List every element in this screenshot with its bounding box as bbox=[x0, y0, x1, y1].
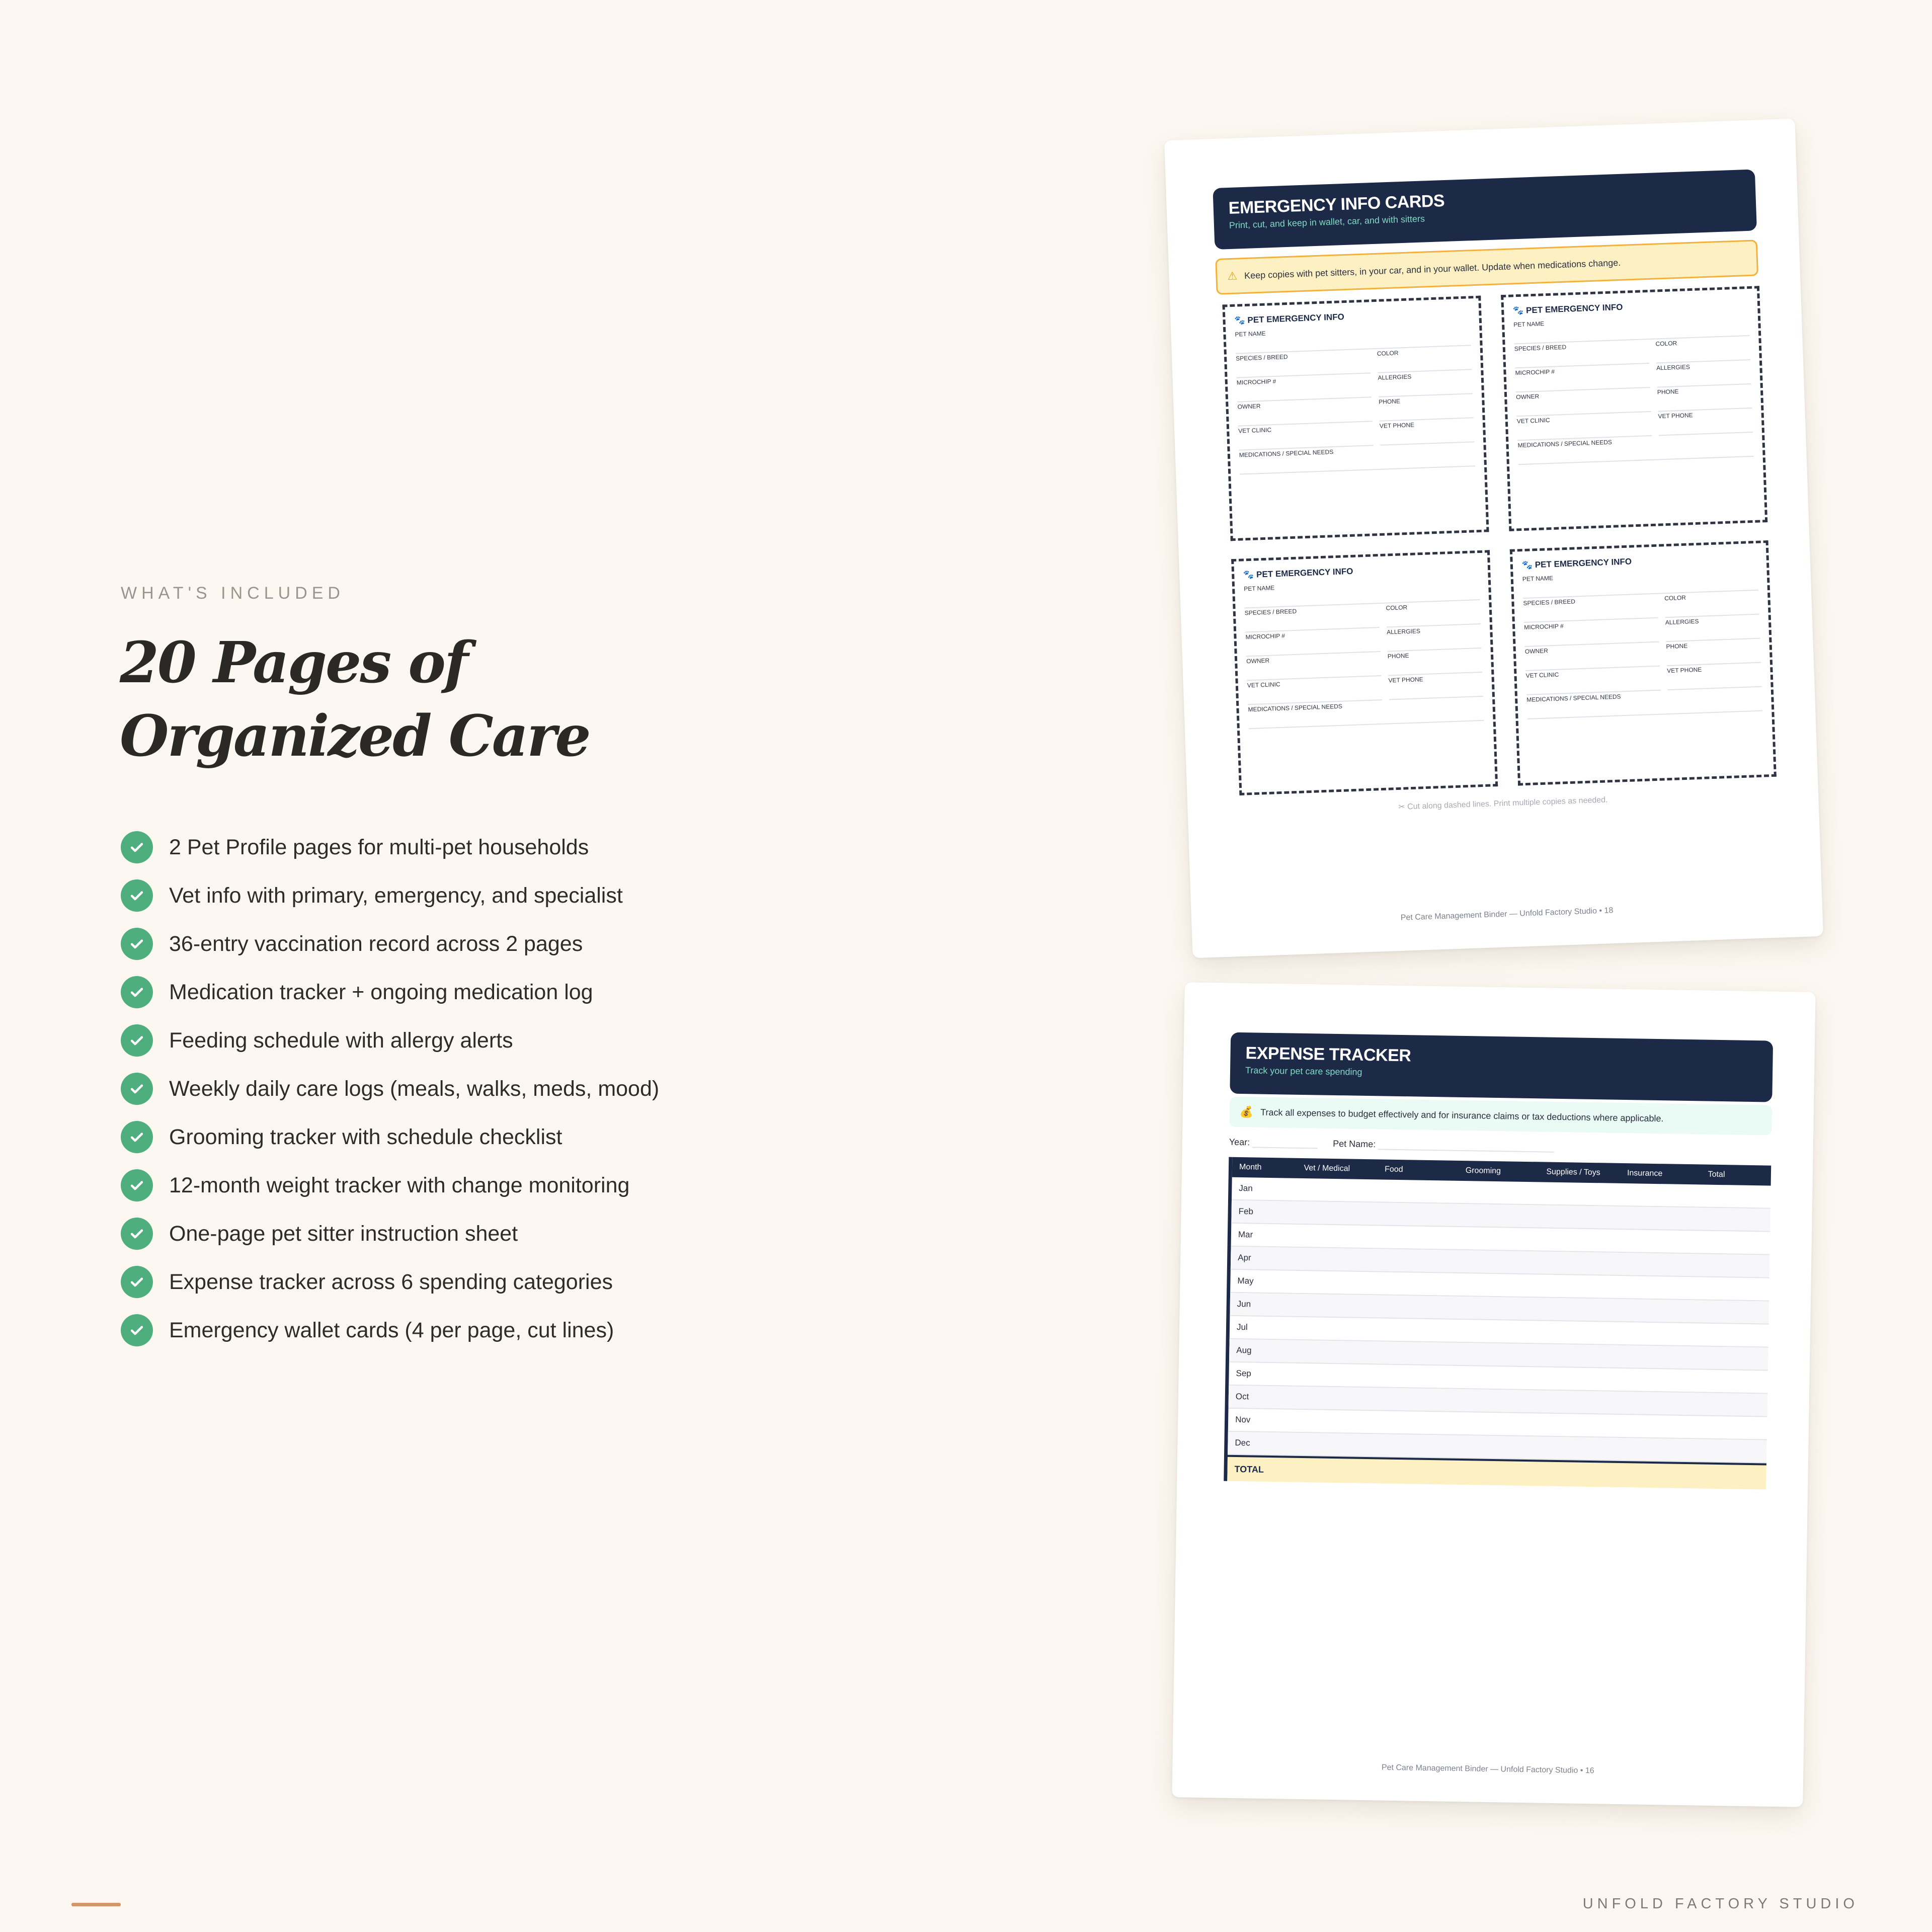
meta-fields: Year: Pet Name: bbox=[1229, 1137, 1555, 1153]
scissors-icon: ✂ bbox=[1398, 802, 1408, 812]
field-color: COLOR bbox=[1655, 336, 1750, 364]
feature-text: Vet info with primary, emergency, and sp… bbox=[169, 883, 623, 908]
feature-text: 36-entry vaccination record across 2 pag… bbox=[169, 931, 583, 956]
field-allergies: ALLERGIES bbox=[1656, 360, 1751, 388]
brand-name: UNFOLD FACTORY STUDIO bbox=[1582, 1896, 1859, 1912]
field-vet-phone: VET PHONE bbox=[1388, 672, 1483, 700]
expense-tracker-page: EXPENSE TRACKER Track your pet care spen… bbox=[1172, 982, 1816, 1807]
feature-list: 2 Pet Profile pages for multi-pet househ… bbox=[121, 823, 659, 1354]
check-circle-icon bbox=[121, 976, 153, 1008]
feature-item: 2 Pet Profile pages for multi-pet househ… bbox=[121, 823, 659, 871]
emergency-card: 🐾 PET EMERGENCY INFO PET NAME SPECIES / BR… bbox=[1501, 286, 1768, 531]
pet-name-label: Pet Name: bbox=[1333, 1138, 1376, 1150]
page-header: EXPENSE TRACKER Track your pet care spen… bbox=[1230, 1032, 1774, 1102]
field-color: COLOR bbox=[1386, 600, 1481, 628]
paw-icon: 🐾 bbox=[1234, 315, 1248, 326]
feature-text: Weekly daily care logs (meals, walks, me… bbox=[169, 1076, 660, 1101]
field-color: COLOR bbox=[1664, 590, 1759, 618]
feature-text: Emergency wallet cards (4 per page, cut … bbox=[169, 1318, 614, 1342]
emergency-info-cards-page: EMERGENCY INFO CARDS Print, cut, and kee… bbox=[1164, 118, 1823, 958]
warning-icon: ⚠ bbox=[1227, 269, 1238, 283]
money-bag-icon: 💰 bbox=[1239, 1105, 1254, 1118]
feature-text: Medication tracker + ongoing medication … bbox=[169, 980, 593, 1004]
paw-icon: 🐾 bbox=[1512, 305, 1526, 316]
feature-text: One-page pet sitter instruction sheet bbox=[169, 1221, 518, 1246]
pet-name-line bbox=[1378, 1149, 1555, 1153]
accent-line bbox=[71, 1903, 121, 1906]
check-circle-icon bbox=[121, 1218, 153, 1250]
feature-item: Feeding schedule with allergy alerts bbox=[121, 1016, 659, 1065]
year-line bbox=[1252, 1147, 1318, 1149]
eyebrow-label: WHAT'S INCLUDED bbox=[121, 584, 345, 603]
paw-icon: 🐾 bbox=[1243, 570, 1257, 580]
card-title-text: PET EMERGENCY INFO bbox=[1525, 302, 1623, 315]
check-circle-icon bbox=[121, 1024, 153, 1057]
field-phone: PHONE bbox=[1657, 384, 1752, 412]
field-vet-phone: VET PHONE bbox=[1658, 408, 1753, 436]
feature-item: Vet info with primary, emergency, and sp… bbox=[121, 871, 659, 920]
feature-item: Grooming tracker with schedule checklist bbox=[121, 1113, 659, 1161]
expense-table: Month Vet / Medical Food Grooming Supplies /… bbox=[1224, 1157, 1772, 1490]
field-allergies: ALLERGIES bbox=[1378, 370, 1473, 397]
feature-item: Emergency wallet cards (4 per page, cut … bbox=[121, 1306, 659, 1354]
year-label: Year: bbox=[1229, 1137, 1250, 1148]
page-footer: Pet Care Management Binder — Unfold Fact… bbox=[1381, 1763, 1594, 1776]
column-header: Food bbox=[1385, 1165, 1403, 1174]
feature-text: Grooming tracker with schedule checklist bbox=[169, 1124, 562, 1149]
cards-grid: 🐾 PET EMERGENCY INFO PET NAME SPECIES / BR… bbox=[1222, 286, 1777, 795]
alert-box: ⚠ Keep copies with pet sitters, in your … bbox=[1215, 239, 1759, 295]
field-phone: PHONE bbox=[1387, 648, 1483, 676]
column-header: Total bbox=[1708, 1170, 1725, 1179]
check-circle-icon bbox=[121, 1266, 153, 1298]
field-color: COLOR bbox=[1377, 346, 1472, 373]
tip-text: Track all expenses to budget effectively… bbox=[1260, 1107, 1664, 1123]
emergency-card: 🐾 PET EMERGENCY INFO PET NAME SPECIES / BR… bbox=[1509, 540, 1777, 786]
headline-line-1: 20 Pages of bbox=[120, 630, 468, 696]
paw-icon: 🐾 bbox=[1521, 560, 1536, 571]
page-footer: Pet Care Management Binder — Unfold Fact… bbox=[1400, 906, 1614, 922]
column-header: Insurance bbox=[1627, 1169, 1663, 1178]
check-circle-icon bbox=[121, 1121, 153, 1153]
feature-item: Expense tracker across 6 spending catego… bbox=[121, 1258, 659, 1306]
field-allergies: ALLERGIES bbox=[1665, 614, 1760, 642]
check-circle-icon bbox=[121, 1169, 153, 1201]
table-body: Jan Feb Mar Apr May Jun Jul Aug Sep Oct Nov Dec bbox=[1228, 1177, 1771, 1464]
check-circle-icon bbox=[121, 1073, 153, 1105]
feature-item: Medication tracker + ongoing medication … bbox=[121, 968, 659, 1016]
page-header: EMERGENCY INFO CARDS Print, cut, and kee… bbox=[1213, 169, 1757, 250]
column-header: Vet / Medical bbox=[1304, 1164, 1350, 1173]
headline: 20 Pages of Organized Care bbox=[120, 626, 591, 773]
field-allergies: ALLERGIES bbox=[1386, 624, 1482, 652]
column-header: Supplies / Toys bbox=[1546, 1167, 1600, 1177]
card-title-text: PET EMERGENCY INFO bbox=[1247, 312, 1345, 325]
feature-item: Weekly daily care logs (meals, walks, me… bbox=[121, 1065, 659, 1113]
check-circle-icon bbox=[121, 928, 153, 960]
emergency-card: 🐾 PET EMERGENCY INFO PET NAME SPECIES / BR… bbox=[1222, 295, 1489, 541]
field-vet-phone: VET PHONE bbox=[1379, 418, 1475, 446]
field-vet-phone: VET PHONE bbox=[1666, 663, 1762, 691]
tip-box: 💰 Track all expenses to budget effective… bbox=[1229, 1096, 1773, 1136]
card-title-text: PET EMERGENCY INFO bbox=[1535, 556, 1632, 570]
check-circle-icon bbox=[121, 831, 153, 863]
feature-item: One-page pet sitter instruction sheet bbox=[121, 1210, 659, 1258]
field-phone: PHONE bbox=[1378, 394, 1474, 422]
check-circle-icon bbox=[121, 879, 153, 912]
feature-text: Expense tracker across 6 spending catego… bbox=[169, 1269, 613, 1294]
check-circle-icon bbox=[121, 1314, 153, 1346]
emergency-card: 🐾 PET EMERGENCY INFO PET NAME SPECIES / BR… bbox=[1231, 550, 1498, 795]
column-header: Grooming bbox=[1465, 1166, 1501, 1176]
feature-text: 12-month weight tracker with change moni… bbox=[169, 1173, 630, 1197]
headline-line-2: Organized Care bbox=[120, 703, 591, 769]
alert-text: Keep copies with pet sitters, in your ca… bbox=[1244, 257, 1621, 281]
column-header: Month bbox=[1239, 1162, 1262, 1172]
feature-text: 2 Pet Profile pages for multi-pet househ… bbox=[169, 835, 589, 859]
field-phone: PHONE bbox=[1666, 638, 1761, 667]
feature-text: Feeding schedule with allergy alerts bbox=[169, 1028, 513, 1053]
card-title-text: PET EMERGENCY INFO bbox=[1256, 566, 1353, 580]
feature-item: 12-month weight tracker with change moni… bbox=[121, 1161, 659, 1210]
cut-note-text: Cut along dashed lines. Print multiple c… bbox=[1407, 795, 1608, 812]
feature-item: 36-entry vaccination record across 2 pag… bbox=[121, 920, 659, 968]
